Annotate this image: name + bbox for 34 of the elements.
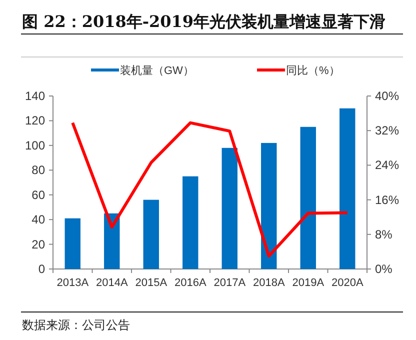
y-tick-label: 120	[24, 114, 46, 128]
x-tick-label: 2016A	[174, 277, 207, 289]
y-tick-label: 40	[32, 212, 46, 227]
legend-label: 装机量（GW）	[120, 64, 194, 77]
x-tick-label: 2015A	[135, 277, 168, 289]
y-tick-label: 100	[24, 138, 46, 152]
y-tick-label: 140	[24, 89, 46, 103]
y2-tick-label: 32%	[375, 124, 400, 138]
bar	[261, 142, 277, 269]
bar	[222, 148, 238, 269]
bar	[64, 218, 80, 269]
y-tick-label: 80	[32, 163, 46, 178]
bar	[182, 176, 198, 269]
bar	[340, 108, 356, 269]
x-tick-label: 2019A	[292, 277, 325, 289]
y2-tick-label: 40%	[375, 89, 400, 103]
title: 图 22：2018年-2019年光伏装机量增速显著下滑	[22, 12, 386, 31]
y-tick-label: 20	[32, 237, 46, 252]
y-tick-label: 0	[38, 262, 46, 276]
x-tick-label: 2018A	[252, 277, 286, 289]
y2-tick-label: 0%	[375, 262, 393, 276]
y2-tick-label: 8%	[375, 227, 393, 242]
x-tick-label: 2013A	[56, 277, 90, 289]
x-tick-label: 2017A	[214, 277, 246, 289]
x-tick-label: 2014A	[96, 277, 128, 289]
line-series	[71, 121, 349, 258]
bar	[143, 200, 159, 269]
source-note: 数据来源：公司公告	[22, 318, 130, 332]
y2-tick-label: 16%	[375, 192, 400, 207]
y2-tick-label: 24%	[375, 158, 400, 172]
y-tick-label: 60	[32, 188, 46, 202]
bar	[300, 126, 316, 269]
legend-label: 同比（%）	[286, 64, 340, 77]
x-tick-label: 2020A	[331, 277, 364, 289]
